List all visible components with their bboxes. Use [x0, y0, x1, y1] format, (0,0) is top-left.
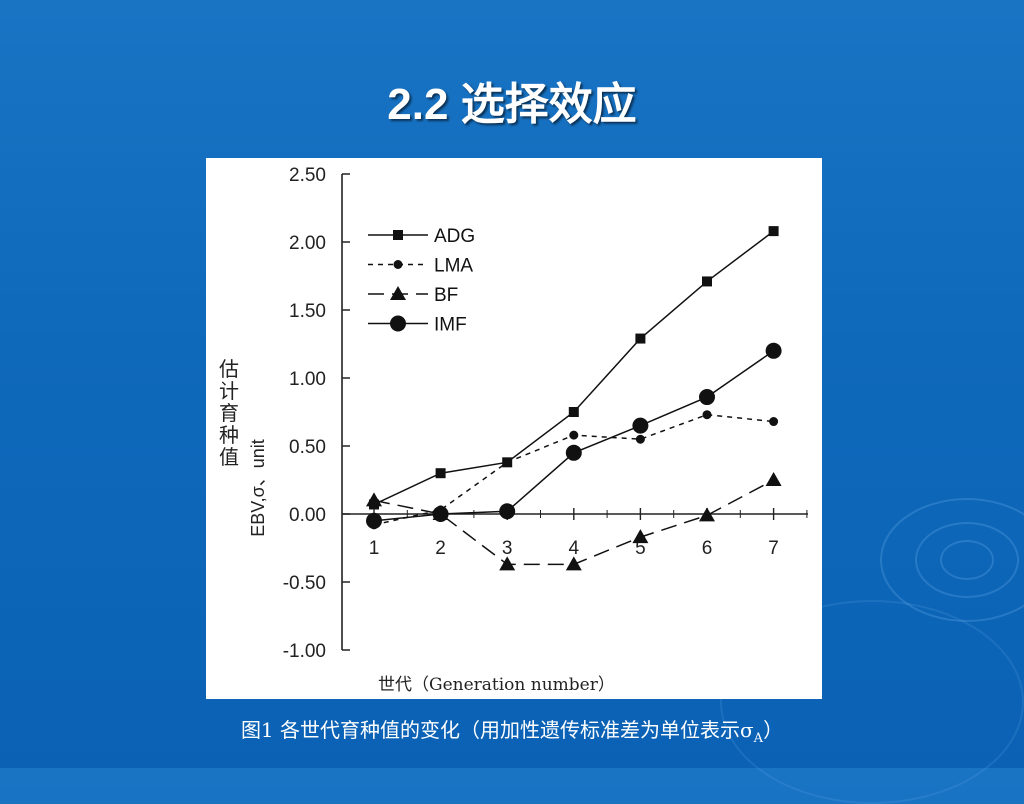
data-point-imf — [432, 506, 449, 522]
y-tick-label: 1.50 — [289, 301, 326, 322]
legend-marker-adg — [393, 230, 403, 240]
x-tick-label: 6 — [702, 538, 713, 559]
y-tick-label: -1.00 — [283, 641, 326, 662]
data-point-imf — [699, 389, 715, 406]
data-point-adg — [568, 407, 579, 417]
legend-label-bf: BF — [434, 285, 458, 306]
y-axis-label-char: 育 — [219, 401, 239, 425]
legend-marker-bf — [390, 286, 406, 300]
data-point-bf — [366, 492, 382, 507]
x-axis-label: 世代（Generation number） — [378, 675, 615, 695]
data-point-imf — [499, 503, 516, 520]
y-tick-label: 1.00 — [289, 369, 326, 390]
x-tick-label: 3 — [502, 538, 513, 559]
x-tick-label: 2 — [435, 538, 446, 559]
caption-end: ） — [763, 718, 784, 742]
data-point-imf — [565, 444, 582, 461]
data-point-imf — [765, 342, 782, 359]
legend-marker-imf — [390, 315, 406, 332]
y-tick-label: 0.00 — [289, 505, 326, 526]
series-imf — [366, 342, 782, 529]
x-tick-label: 1 — [369, 538, 380, 559]
y-tick-label: 2.00 — [289, 233, 326, 254]
y-axis-label-cn: 估计育种值 — [219, 357, 239, 469]
data-point-lma — [569, 430, 579, 440]
y-axis-label-char: 值 — [219, 445, 239, 469]
data-point-lma — [502, 457, 512, 467]
caption-subscript: A — [753, 731, 764, 746]
y-tick-label: 0.50 — [289, 437, 326, 458]
data-point-adg — [702, 276, 712, 287]
y-tick-label: 2.50 — [289, 165, 326, 186]
legend-label-imf: IMF — [434, 315, 467, 336]
series-adg — [369, 226, 779, 510]
y-axis-label-char: 计 — [219, 379, 239, 403]
data-point-bf — [499, 556, 516, 571]
data-point-bf — [632, 529, 649, 544]
y-axis-label-char: 估 — [219, 357, 239, 381]
chart-figure: 2.50 2.00 1.50 1.00 0.50 0.00 -0.50 -1.00 1 2 3 4 5 6… — [206, 158, 822, 699]
legend-label-lma: LMA — [434, 256, 473, 277]
x-tick-label: 7 — [768, 538, 779, 559]
data-point-lma — [769, 417, 779, 427]
x-tick-label: 5 — [635, 538, 646, 559]
data-point-adg — [768, 226, 779, 237]
data-point-adg — [435, 468, 446, 479]
slide-title: 2.2 选择效应 — [387, 80, 637, 129]
data-point-bf — [765, 472, 782, 486]
caption-text: 图1 各世代育种值的变化（用加性遗传标准差为单位表示σ — [240, 718, 754, 742]
data-point-bf — [565, 556, 582, 571]
data-point-lma — [635, 434, 645, 444]
data-point-imf — [366, 512, 382, 529]
legend-label-adg: ADG — [434, 226, 475, 247]
y-axis-label-char: 种 — [219, 423, 239, 447]
data-point-adg — [635, 333, 646, 344]
line-chart: 2.50 2.00 1.50 1.00 0.50 0.00 -0.50 -1.00 1 2 3 4 5 6… — [219, 165, 808, 695]
data-point-imf — [632, 417, 649, 434]
y-tick-label: -0.50 — [283, 573, 326, 594]
legend-marker-lma — [393, 260, 403, 269]
y-axis-label-en: EBV,σ、unit — [248, 439, 268, 537]
figure-caption: 图1 各世代育种值的变化（用加性遗传标准差为单位表示σA） — [0, 714, 1024, 746]
x-tick-label: 4 — [569, 538, 580, 559]
data-point-lma — [702, 410, 712, 420]
data-point-bf — [699, 507, 715, 522]
